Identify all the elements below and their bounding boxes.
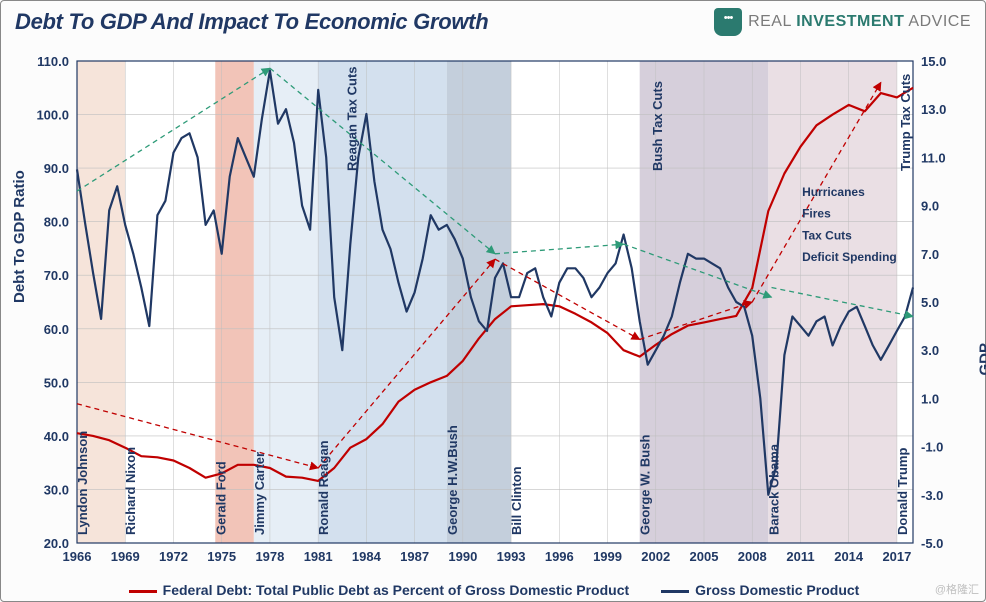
svg-text:1987: 1987 xyxy=(400,549,429,564)
president-label: Richard Nixon xyxy=(123,447,138,535)
president-label: Lyndon Johnson xyxy=(75,431,90,535)
president-label: Jimmy Carter xyxy=(252,452,267,535)
watermark: @格隆汇 xyxy=(935,581,979,597)
svg-text:2011: 2011 xyxy=(786,549,814,564)
svg-text:-3.0: -3.0 xyxy=(921,488,943,503)
legend-label-debt: Federal Debt: Total Public Debt as Perce… xyxy=(163,582,630,598)
president-label: Bill Clinton xyxy=(509,466,524,535)
svg-text:1978: 1978 xyxy=(255,549,284,564)
svg-text:100.0: 100.0 xyxy=(36,108,69,123)
president-label: Ronald Reagan xyxy=(316,440,331,535)
annotation: Tax Cuts xyxy=(802,228,852,242)
svg-text:2008: 2008 xyxy=(738,549,767,564)
svg-text:70.0: 70.0 xyxy=(44,268,69,283)
svg-text:1966: 1966 xyxy=(63,549,92,564)
president-label: George H.W.Bush xyxy=(445,425,460,535)
legend-swatch-debt xyxy=(129,590,157,593)
svg-text:1981: 1981 xyxy=(304,549,333,564)
annotation: Fires xyxy=(802,207,831,221)
svg-text:2005: 2005 xyxy=(690,549,719,564)
brand-logo: REAL INVESTMENT ADVICE xyxy=(714,8,971,36)
svg-text:80.0: 80.0 xyxy=(44,215,69,230)
y-right-title: GDP xyxy=(977,343,986,376)
chart-title: Debt To GDP And Impact To Economic Growt… xyxy=(15,9,488,35)
svg-text:-5.0: -5.0 xyxy=(921,536,943,551)
svg-text:1993: 1993 xyxy=(497,549,526,564)
president-label: Gerald Ford xyxy=(213,461,228,535)
annotation: Deficit Spending xyxy=(802,250,897,264)
svg-text:1972: 1972 xyxy=(159,549,188,564)
chart-container: Debt To GDP Ratio GDP 20.030.040.050.060… xyxy=(15,43,973,601)
president-label: Donald Trump xyxy=(895,448,910,535)
band-label: Trump Tax Cuts xyxy=(898,74,913,171)
svg-text:90.0: 90.0 xyxy=(44,161,69,176)
svg-text:1999: 1999 xyxy=(593,549,622,564)
svg-text:5.0: 5.0 xyxy=(921,295,939,310)
svg-text:1975: 1975 xyxy=(207,549,236,564)
svg-text:1996: 1996 xyxy=(545,549,574,564)
band-label: Bush Tax Cuts xyxy=(650,81,665,171)
annotation: Hurricanes xyxy=(802,185,865,199)
legend-label-gdp: Gross Domestic Product xyxy=(695,582,859,598)
president-label: George W. Bush xyxy=(638,435,653,535)
band-label: Reagan Tax Cuts xyxy=(345,66,360,171)
svg-text:2002: 2002 xyxy=(641,549,670,564)
svg-text:3.0: 3.0 xyxy=(921,343,939,358)
svg-text:1984: 1984 xyxy=(352,549,382,564)
svg-text:-1.0: -1.0 xyxy=(921,440,943,455)
president-label: Barack Obama xyxy=(766,443,781,535)
brand-invest: INVESTMENT xyxy=(796,13,904,30)
svg-text:11.0: 11.0 xyxy=(921,150,946,165)
svg-text:13.0: 13.0 xyxy=(921,102,946,117)
svg-text:60.0: 60.0 xyxy=(44,322,69,337)
svg-text:1990: 1990 xyxy=(448,549,477,564)
svg-text:50.0: 50.0 xyxy=(44,375,69,390)
shield-icon xyxy=(714,8,742,36)
y-left-title: Debt To GDP Ratio xyxy=(11,170,28,303)
svg-text:7.0: 7.0 xyxy=(921,247,939,262)
svg-text:1.0: 1.0 xyxy=(921,391,939,406)
svg-text:30.0: 30.0 xyxy=(44,482,69,497)
svg-text:9.0: 9.0 xyxy=(921,199,939,214)
brand-real: REAL xyxy=(748,13,791,30)
svg-text:2014: 2014 xyxy=(834,549,864,564)
brand-advice: ADVICE xyxy=(908,13,971,30)
chart-svg: 20.030.040.050.060.070.080.090.0100.0110… xyxy=(15,43,973,601)
legend-swatch-gdp xyxy=(661,590,689,593)
svg-text:2017: 2017 xyxy=(882,549,911,564)
svg-text:40.0: 40.0 xyxy=(44,429,69,444)
legend: Federal Debt: Total Public Debt as Perce… xyxy=(15,579,973,601)
svg-text:1969: 1969 xyxy=(111,549,140,564)
svg-text:15.0: 15.0 xyxy=(921,54,946,69)
svg-text:110.0: 110.0 xyxy=(37,54,69,69)
